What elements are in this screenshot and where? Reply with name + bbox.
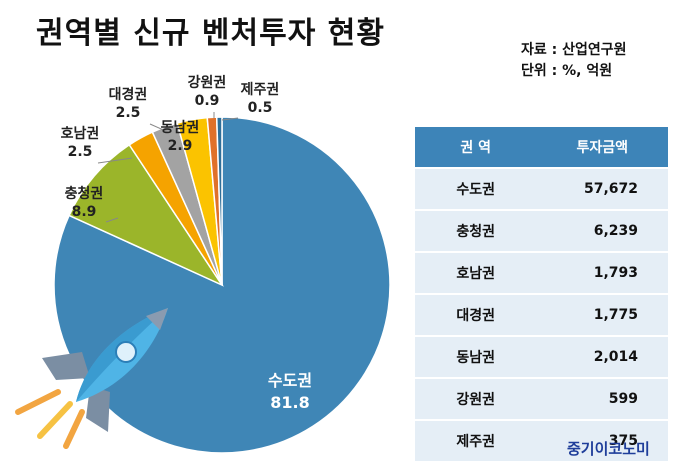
pie-labels: 수도권 81.8 충청권 8.9 호남권 2.5 대경권 2.5 동남권 2.9 강원권 0.9 제주권… [61, 74, 312, 412]
cell-region: 호남권 [415, 252, 537, 295]
table-row: 충청권 6,239 [415, 210, 668, 253]
slice-value-0: 81.8 [270, 393, 309, 412]
meta-info: 자료 : 산업연구원 단위 : %, 억원 [521, 40, 627, 82]
rocket-icon [15, 308, 168, 449]
pie-slice-1 [68, 143, 225, 287]
table-row: 강원권 599 [415, 378, 668, 421]
cell-region: 동남권 [415, 336, 537, 379]
leader-line-1 [105, 217, 119, 223]
pie-slices [53, 116, 391, 454]
table-header-row: 권 역 투자금액 [415, 127, 668, 169]
cell-region: 충청권 [415, 210, 537, 253]
cell-amount: 599 [536, 378, 668, 421]
slice-label-0: 수도권 [268, 371, 312, 390]
cell-amount: 6,239 [536, 210, 668, 253]
slice-value-1: 8.9 [72, 204, 97, 220]
slice-label-5: 강원권 [188, 74, 227, 91]
table-row: 제주권 375 [415, 420, 668, 461]
slice-value-6: 0.5 [248, 100, 273, 116]
leader-lines [97, 112, 239, 223]
cell-amount: 57,672 [536, 168, 668, 211]
cell-amount: 2,014 [536, 336, 668, 379]
slice-label-1: 충청권 [65, 186, 104, 202]
slice-label-4: 동남권 [161, 119, 200, 136]
cell-region: 강원권 [415, 378, 537, 421]
cell-region: 제주권 [415, 420, 537, 461]
table-row: 동남권 2,014 [415, 336, 668, 379]
table-row: 수도권 57,672 [415, 168, 668, 211]
page-title: 권역별 신규 벤처투자 현황 [36, 16, 385, 51]
cell-amount: 375 [536, 420, 668, 461]
slice-label-6: 제주권 [241, 82, 280, 98]
slice-value-3: 2.5 [116, 105, 141, 121]
leader-line-6 [221, 117, 239, 121]
cell-amount: 1,775 [536, 294, 668, 337]
slice-value-4: 2.9 [168, 138, 193, 154]
leader-line-3 [149, 123, 169, 133]
cell-region: 수도권 [415, 168, 537, 211]
investment-table: 권 역 투자금액 수도권 57,672 충청권 6,239 호남권 1,793 … [415, 127, 668, 461]
source-text: 자료 : 산업연구원 [521, 42, 627, 58]
table-row: 호남권 1,793 [415, 252, 668, 295]
brand-logo: 중기이코노미 [567, 440, 650, 458]
leader-line-2 [97, 157, 133, 164]
table-row: 대경권 1,775 [415, 294, 668, 337]
slice-label-3: 대경권 [109, 86, 148, 103]
cell-amount: 1,793 [536, 252, 668, 295]
pie-slice-6 [215, 116, 223, 286]
slice-label-2: 호남권 [61, 125, 100, 142]
header-region: 권 역 [415, 127, 537, 169]
header-amount: 투자금액 [536, 127, 668, 169]
cell-region: 대경권 [415, 294, 537, 337]
slice-value-5: 0.9 [195, 93, 220, 109]
unit-text: 단위 : %, 억원 [521, 63, 613, 79]
slice-value-2: 2.5 [68, 144, 93, 160]
